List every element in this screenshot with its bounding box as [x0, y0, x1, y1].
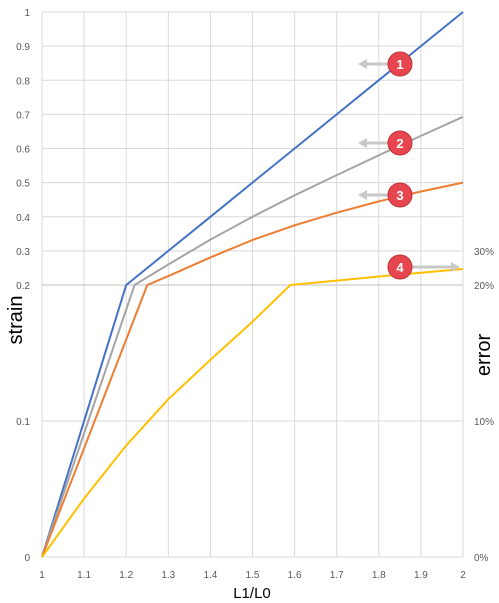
x-axis-label: L1/L0: [233, 585, 271, 602]
marker-arrow-head: [358, 138, 367, 148]
y-left-tick-label: 0.2: [16, 281, 30, 292]
marker-number: 1: [396, 57, 403, 72]
marker-badge: [387, 51, 413, 77]
x-tick-label: 1.3: [161, 570, 175, 581]
marker-arrow-head: [358, 59, 367, 69]
chart-markers: 1 2 3 4: [358, 51, 460, 280]
y-right-tick-label: 0%: [474, 553, 489, 564]
x-axis-ticks: 1 1.1 1.2 1.3 1.4 1.5 1.6 1.7 1.8 1.9 2: [39, 570, 466, 581]
marker-badge: [387, 182, 413, 208]
x-tick-label: 1.5: [246, 570, 260, 581]
marker-number: 2: [396, 136, 403, 151]
x-tick-label: 2: [460, 570, 466, 581]
marker-4: 4: [387, 254, 460, 280]
x-tick-label: 1.6: [288, 570, 302, 581]
marker-arrow-head: [358, 190, 367, 200]
x-tick-label: 1.1: [77, 570, 91, 581]
y-axis-right-ticks: 0% 10% 20% 30%: [474, 247, 494, 564]
marker-badge: [387, 130, 413, 156]
y-left-tick-label: 0.9: [16, 42, 30, 53]
y-axis-right-label: error: [473, 334, 495, 377]
marker-2: 2: [358, 130, 413, 156]
marker-3: 3: [358, 182, 413, 208]
y-left-tick-label: 0: [24, 553, 30, 564]
y-right-tick-label: 20%: [474, 281, 494, 292]
x-tick-label: 1.9: [414, 570, 428, 581]
marker-1: 1: [358, 51, 413, 77]
y-right-tick-label: 30%: [474, 247, 494, 258]
y-left-tick-label: 0.7: [16, 110, 30, 121]
marker-number: 4: [396, 260, 404, 275]
marker-badge: [387, 254, 413, 280]
y-axis-left-label: strain: [5, 296, 27, 345]
x-tick-label: 1.4: [203, 570, 217, 581]
y-left-tick-label: 0.1: [16, 417, 30, 428]
y-right-tick-label: 10%: [474, 417, 494, 428]
x-tick-label: 1: [39, 570, 45, 581]
y-left-tick-label: 0.3: [16, 247, 30, 258]
x-tick-label: 1.7: [330, 570, 344, 581]
x-tick-label: 1.2: [119, 570, 133, 581]
x-tick-label: 1.8: [372, 570, 386, 581]
chart-grid: [41, 11, 464, 558]
y-left-tick-label: 0.6: [16, 145, 30, 156]
y-left-tick-label: 0.4: [16, 213, 30, 224]
y-left-tick-label: 0.5: [16, 179, 30, 190]
y-left-tick-label: 1: [24, 8, 30, 19]
y-axis-left-ticks: 0 0.1 0.2 0.3 0.4 0.5 0.6 0.7 0.8 0.9 1: [16, 8, 30, 564]
y-left-tick-label: 0.8: [16, 76, 30, 87]
marker-number: 3: [396, 188, 403, 203]
marker-arrow-head: [451, 262, 460, 272]
